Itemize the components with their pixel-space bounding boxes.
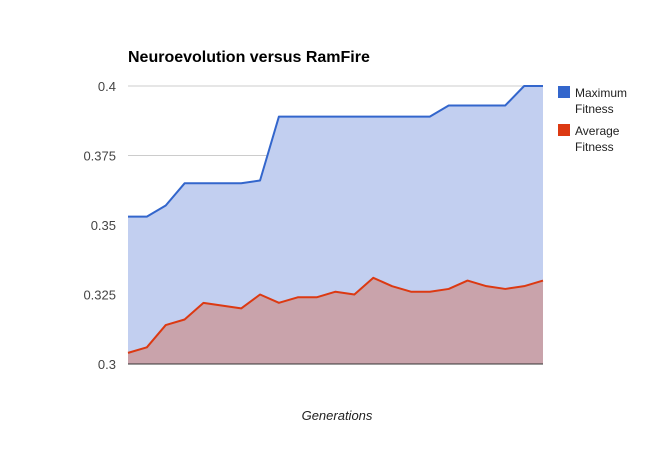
line-maximum-fitness[interactable] bbox=[128, 85, 543, 218]
y-tick-label: 0.325 bbox=[83, 288, 116, 303]
y-tick-label: 0.3 bbox=[98, 357, 116, 372]
legend-swatch-average-fitness[interactable] bbox=[558, 124, 570, 136]
legend-label-maximum-fitness[interactable]: Maximum Fitness bbox=[575, 86, 630, 116]
legend: Maximum Fitness Average Fitness bbox=[558, 86, 630, 154]
line-average-fitness[interactable] bbox=[127, 276, 544, 354]
series-lines bbox=[127, 85, 544, 354]
y-tick-label: 0.35 bbox=[91, 218, 116, 233]
legend-label-average-fitness[interactable]: Average Fitness bbox=[575, 124, 623, 154]
legend-swatch-maximum-fitness[interactable] bbox=[558, 86, 570, 98]
y-tick-labels: 0.3 0.325 0.35 0.375 0.4 bbox=[83, 79, 116, 372]
area-average-fitness bbox=[128, 277, 543, 364]
chart-title: Neuroevolution versus RamFire bbox=[128, 49, 370, 66]
y-tick-label: 0.4 bbox=[98, 79, 116, 94]
series-areas bbox=[128, 86, 543, 364]
x-axis-title: Generations bbox=[302, 408, 373, 423]
y-tick-label: 0.375 bbox=[83, 149, 116, 164]
